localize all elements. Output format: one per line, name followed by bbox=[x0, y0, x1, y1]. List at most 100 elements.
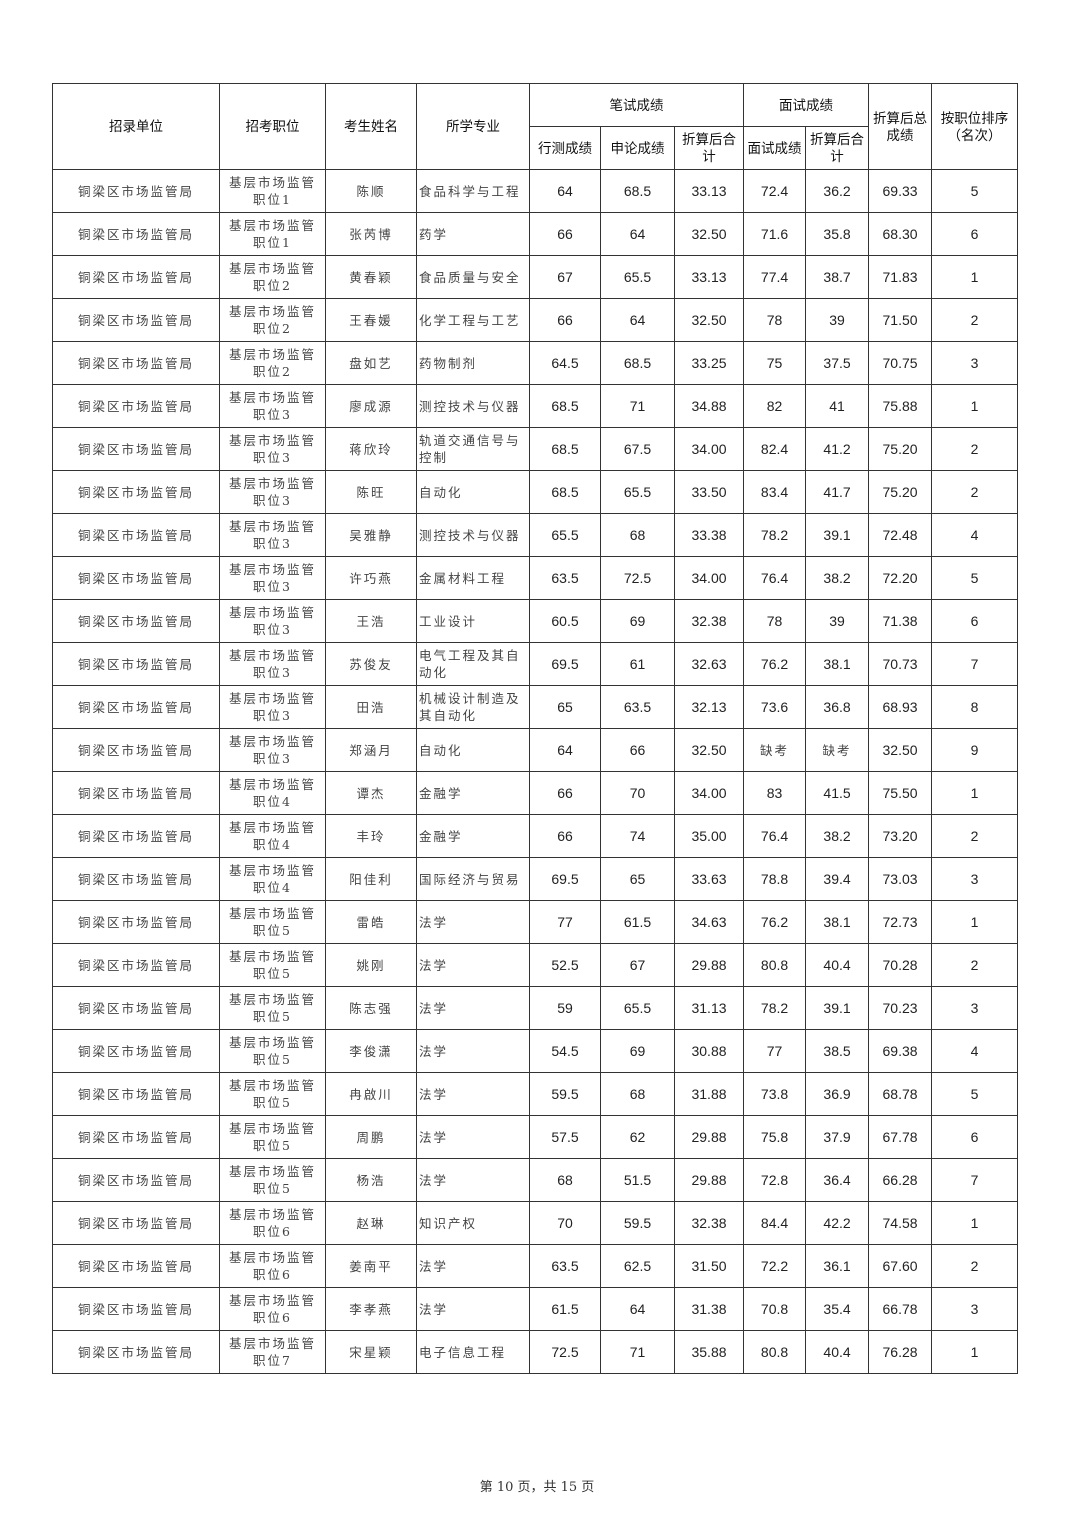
cell-major: 法学 bbox=[416, 1072, 530, 1116]
cell-position: 基层市场监管职位5 bbox=[219, 986, 326, 1030]
cell-written-total: 33.38 bbox=[673, 513, 745, 557]
table-row: 铜梁区市场监管局 基层市场监管职位4 谭杰 金融学 66 70 34.00 83 41.5 75.… bbox=[52, 771, 1019, 815]
cell-shenlun: 68 bbox=[600, 1072, 675, 1116]
cell-interview: 71.6 bbox=[743, 212, 807, 256]
cell-rank: 9 bbox=[931, 728, 1019, 772]
cell-interview: 78 bbox=[743, 298, 807, 342]
cell-xingce: 66 bbox=[529, 771, 601, 815]
cell-rank: 4 bbox=[931, 513, 1019, 557]
cell-major: 自动化 bbox=[416, 728, 530, 772]
cell-interview-total: 36.2 bbox=[805, 169, 870, 213]
cell-shenlun: 64 bbox=[600, 298, 675, 342]
cell-position: 基层市场监管职位3 bbox=[219, 685, 326, 729]
cell-shenlun: 51.5 bbox=[600, 1158, 675, 1202]
cell-name: 宋星颖 bbox=[325, 1330, 417, 1374]
cell-position: 基层市场监管职位4 bbox=[219, 857, 326, 901]
cell-major: 化学工程与工艺 bbox=[416, 298, 530, 342]
cell-unit: 铜梁区市场监管局 bbox=[52, 169, 220, 213]
cell-name: 张芮博 bbox=[325, 212, 417, 256]
cell-interview: 70.8 bbox=[743, 1287, 807, 1331]
cell-shenlun: 72.5 bbox=[600, 556, 675, 600]
cell-position: 基层市场监管职位3 bbox=[219, 642, 326, 686]
cell-final-total: 73.20 bbox=[868, 814, 933, 858]
cell-xingce: 60.5 bbox=[529, 599, 601, 643]
cell-xingce: 64 bbox=[529, 169, 601, 213]
cell-unit: 铜梁区市场监管局 bbox=[52, 298, 220, 342]
cell-rank: 2 bbox=[931, 470, 1019, 514]
cell-major: 机械设计制造及其自动化 bbox=[416, 685, 530, 729]
table-row: 铜梁区市场监管局 基层市场监管职位2 黄春颖 食品质量与安全 67 65.5 33.13 77… bbox=[52, 255, 1019, 299]
cell-position: 基层市场监管职位4 bbox=[219, 814, 326, 858]
cell-written-total: 33.63 bbox=[673, 857, 745, 901]
cell-final-total: 68.78 bbox=[868, 1072, 933, 1116]
cell-shenlun: 61 bbox=[600, 642, 675, 686]
cell-interview-total: 39.1 bbox=[805, 986, 870, 1030]
table-row: 铜梁区市场监管局 基层市场监管职位4 阳佳利 国际经济与贸易 69.5 65 33.63 78… bbox=[52, 857, 1019, 901]
cell-interview-total: 41.2 bbox=[805, 427, 870, 471]
cell-written-total: 29.88 bbox=[673, 943, 745, 987]
table-row: 铜梁区市场监管局 基层市场监管职位3 王浩 工业设计 60.5 69 32.38 78 39 71… bbox=[52, 599, 1019, 643]
cell-xingce: 66 bbox=[529, 814, 601, 858]
cell-shenlun: 68.5 bbox=[600, 341, 675, 385]
cell-shenlun: 68 bbox=[600, 513, 675, 557]
cell-written-total: 30.88 bbox=[673, 1029, 745, 1073]
cell-shenlun: 74 bbox=[600, 814, 675, 858]
cell-final-total: 75.88 bbox=[868, 384, 933, 428]
cell-rank: 1 bbox=[931, 771, 1019, 815]
cell-interview: 72.4 bbox=[743, 169, 807, 213]
cell-shenlun: 69 bbox=[600, 599, 675, 643]
cell-final-total: 76.28 bbox=[868, 1330, 933, 1374]
cell-rank: 1 bbox=[931, 900, 1019, 944]
cell-written-total: 29.88 bbox=[673, 1115, 745, 1159]
cell-interview-total: 40.4 bbox=[805, 1330, 870, 1374]
cell-final-total: 67.60 bbox=[868, 1244, 933, 1288]
cell-major: 金融学 bbox=[416, 771, 530, 815]
cell-rank: 1 bbox=[931, 1201, 1019, 1245]
cell-interview-total: 39 bbox=[805, 599, 870, 643]
cell-written-total: 32.38 bbox=[673, 1201, 745, 1245]
cell-final-total: 69.38 bbox=[868, 1029, 933, 1073]
cell-unit: 铜梁区市场监管局 bbox=[52, 470, 220, 514]
cell-position: 基层市场监管职位3 bbox=[219, 384, 326, 428]
cell-position: 基层市场监管职位6 bbox=[219, 1201, 326, 1245]
cell-written-total: 35.00 bbox=[673, 814, 745, 858]
cell-major: 金融学 bbox=[416, 814, 530, 858]
cell-interview: 73.8 bbox=[743, 1072, 807, 1116]
cell-interview: 75 bbox=[743, 341, 807, 385]
cell-final-total: 68.93 bbox=[868, 685, 933, 729]
cell-interview: 83.4 bbox=[743, 470, 807, 514]
cell-shenlun: 66 bbox=[600, 728, 675, 772]
cell-final-total: 66.78 bbox=[868, 1287, 933, 1331]
cell-final-total: 67.78 bbox=[868, 1115, 933, 1159]
cell-unit: 铜梁区市场监管局 bbox=[52, 513, 220, 557]
cell-unit: 铜梁区市场监管局 bbox=[52, 1330, 220, 1374]
table-row: 铜梁区市场监管局 基层市场监管职位1 张芮博 药学 66 64 32.50 71.6 35.8 6… bbox=[52, 212, 1019, 256]
cell-interview: 73.6 bbox=[743, 685, 807, 729]
table-row: 铜梁区市场监管局 基层市场监管职位3 许巧燕 金属材料工程 63.5 72.5 34.00 7… bbox=[52, 556, 1019, 600]
cell-xingce: 65.5 bbox=[529, 513, 601, 557]
table-row: 铜梁区市场监管局 基层市场监管职位6 赵琳 知识产权 70 59.5 32.38 84.4 42… bbox=[52, 1201, 1019, 1245]
cell-shenlun: 61.5 bbox=[600, 900, 675, 944]
cell-name: 陈志强 bbox=[325, 986, 417, 1030]
header-position: 招考职位 bbox=[219, 83, 326, 170]
header-written-group: 笔试成绩 bbox=[528, 83, 745, 127]
table-row: 铜梁区市场监管局 基层市场监管职位3 蒋欣玲 轨道交通信号与控制 68.5 67.5 34.… bbox=[52, 427, 1019, 471]
cell-written-total: 31.38 bbox=[673, 1287, 745, 1331]
cell-unit: 铜梁区市场监管局 bbox=[52, 857, 220, 901]
cell-xingce: 70 bbox=[529, 1201, 601, 1245]
cell-final-total: 70.28 bbox=[868, 943, 933, 987]
cell-written-total: 32.50 bbox=[673, 728, 745, 772]
cell-name: 廖成源 bbox=[325, 384, 417, 428]
cell-final-total: 71.38 bbox=[868, 599, 933, 643]
cell-major: 电子信息工程 bbox=[416, 1330, 530, 1374]
cell-shenlun: 67.5 bbox=[600, 427, 675, 471]
cell-major: 法学 bbox=[416, 900, 530, 944]
cell-name: 盘如艺 bbox=[325, 341, 417, 385]
cell-name: 李孝燕 bbox=[325, 1287, 417, 1331]
table-row: 铜梁区市场监管局 基层市场监管职位5 陈志强 法学 59 65.5 31.13 78.2 39.… bbox=[52, 986, 1019, 1030]
cell-written-total: 34.88 bbox=[673, 384, 745, 428]
cell-unit: 铜梁区市场监管局 bbox=[52, 1115, 220, 1159]
header-name: 考生姓名 bbox=[325, 83, 417, 170]
cell-position: 基层市场监管职位1 bbox=[219, 212, 326, 256]
cell-xingce: 68.5 bbox=[529, 427, 601, 471]
